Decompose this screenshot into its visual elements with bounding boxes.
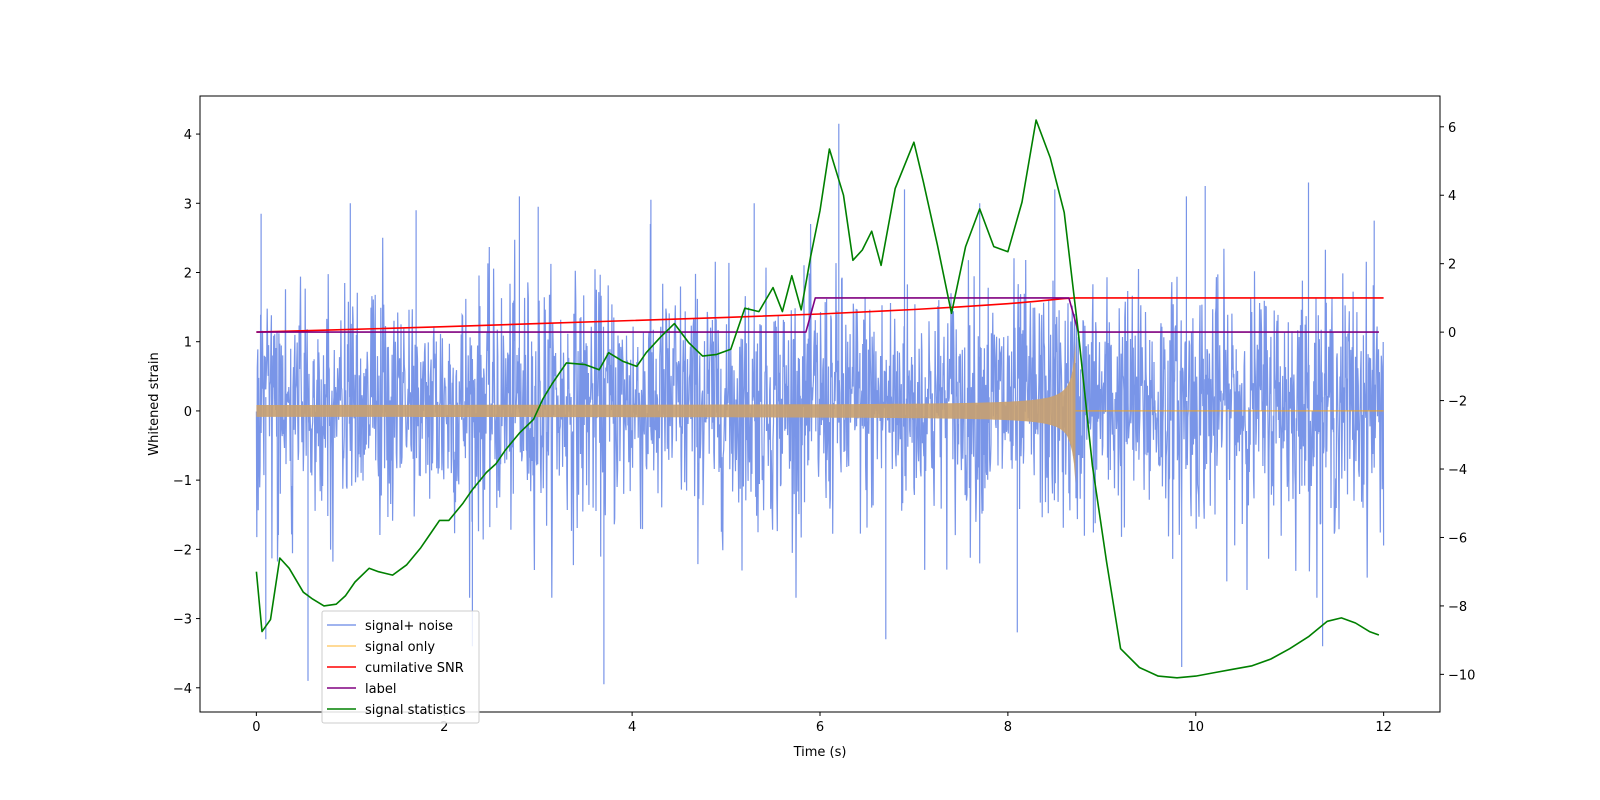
y2-tick-label: 0: [1448, 326, 1456, 341]
legend-label-cumulative-snr: cumilative SNR: [365, 661, 464, 676]
legend-label-label: label: [365, 682, 396, 697]
legend-entry-signal-noise: signal+ noise: [327, 619, 453, 634]
legend-label-signal-noise: signal+ noise: [365, 619, 453, 634]
series-signal-statistics: [255, 119, 1380, 679]
y2-tick-label: −4: [1448, 463, 1467, 478]
x-tick-label: 6: [816, 720, 824, 735]
legend-entry-signal-statistics: signal statistics: [327, 703, 466, 718]
x-tick-label: 0: [252, 720, 260, 735]
legend-label-signal-statistics: signal statistics: [365, 703, 466, 718]
series-label: [256, 297, 1379, 333]
y-tick-label: 3: [184, 197, 192, 212]
legend-label-signal-only: signal only: [365, 640, 435, 655]
x-tick-label: 2: [440, 720, 448, 735]
y-axis-label: Whitened strain: [147, 352, 162, 455]
y-tick-label: 4: [184, 128, 192, 143]
y2-tick-label: 4: [1448, 189, 1456, 204]
y-tick-label: 0: [184, 405, 192, 420]
y-tick-label: −1: [173, 474, 192, 489]
y-tick-label: −3: [173, 613, 192, 628]
x-tick-label: 4: [628, 720, 636, 735]
y-tick-label: −2: [173, 543, 192, 558]
y2-tick-label: −8: [1448, 600, 1467, 615]
y-tick-label: −4: [173, 682, 192, 697]
x-axis-label: Time (s): [793, 745, 847, 760]
y-tick-label: 1: [184, 336, 192, 351]
legend-entry-label: label: [327, 682, 396, 697]
legend-box: [321, 610, 480, 724]
y2-tick-label: −2: [1448, 395, 1467, 410]
y-tick-label: 2: [184, 266, 192, 281]
x-tick-label: 12: [1375, 720, 1392, 735]
y2-tick-label: 6: [1448, 121, 1456, 136]
series-signal-only-envelope: [256, 342, 1076, 484]
y2-tick-label: −6: [1448, 531, 1467, 546]
series-cumulative-snr: [256, 297, 1384, 333]
legend-entry-signal-only: signal only: [327, 640, 435, 655]
y2-tick-label: −10: [1448, 668, 1475, 683]
legend: signal+ noise signal only cumilative SNR…: [321, 610, 480, 724]
x-tick-label: 10: [1187, 720, 1204, 735]
legend-entry-cumulative-snr: cumilative SNR: [327, 661, 464, 676]
x-tick-label: 8: [1004, 720, 1012, 735]
series-signal-noise: [255, 123, 1385, 685]
y2-tick-label: 2: [1448, 258, 1456, 273]
plot-area: [255, 119, 1385, 685]
